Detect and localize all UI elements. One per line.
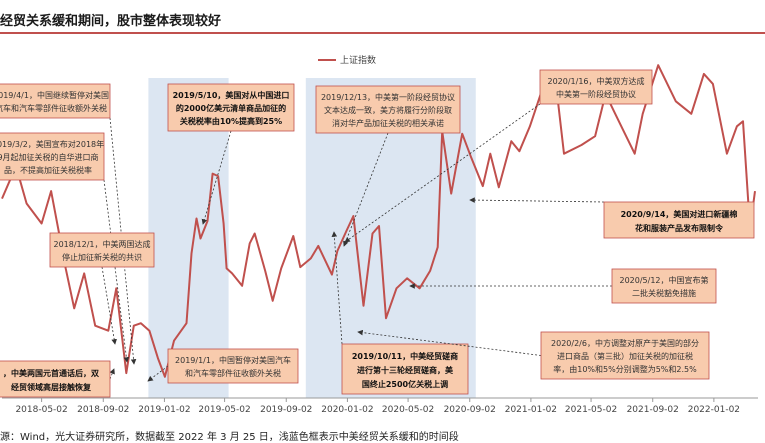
- annotation-text: 进行第十三轮经贸磋商，美: [357, 365, 454, 375]
- annotation-a7: 2019/12/13，中美第一阶段经贸协议文本达成一致，美方将履行分阶段取消对华…: [315, 85, 461, 247]
- x-tick-label: 2019-09-02: [260, 405, 312, 415]
- annotation-text: 二批关税豁免措施: [632, 288, 696, 298]
- x-tick-label: 2021-01-02: [505, 405, 557, 415]
- annotation-box: [49, 232, 155, 268]
- title-rule: [0, 32, 765, 34]
- annotation-box: [540, 331, 710, 380]
- annotation-text: 2018/12/1，中美两国达成: [53, 239, 150, 249]
- annotation-box: [0, 132, 105, 181]
- chart: 2018-05-02 2018-09-02 2019-01-02 2019-05-02…: [0, 54, 758, 415]
- x-tick-label: 2018-09-02: [77, 405, 129, 415]
- annotation-text: 经贸领域高层接触恢复: [11, 382, 92, 392]
- annotation-text: ，中美两国元首通话后，双: [3, 368, 99, 378]
- annotation-arrow: [109, 368, 115, 380]
- annotation-text: 2020/1/16，中美双方达成: [547, 76, 644, 86]
- annotation-text: 2019/3/2，美国宣布对2018年: [0, 139, 104, 149]
- annotation-arrow: [147, 365, 169, 382]
- annotation-a8: 2019/10/11，中美经贸磋商进行第十三轮经贸磋商，美国终止2500亿关税上…: [331, 231, 469, 395]
- annotation-text: 进口商品（第三批）加征关税的加征税: [557, 351, 693, 361]
- annotation-a2: 2019/3/2，美国宣布对2018年 9月起加征关税的自华进口商品，不提高加征关…: [0, 132, 130, 363]
- annotation-text: 的2000亿美元清单商品加征的: [176, 103, 286, 113]
- annotation-text: 2019/12/13，中美第一阶段经贸协议: [321, 92, 455, 102]
- annotation-text: 2019/4/1，中国继续暂停对美国: [0, 90, 109, 100]
- annotation-arrow: [103, 179, 130, 363]
- annotation-text: 2019/10/11，中美经贸磋商: [352, 351, 458, 361]
- annotation-box: [0, 360, 111, 398]
- annotation-text: 9月起加征关税的自华进口商: [0, 152, 99, 162]
- annotation-arrow: [101, 266, 117, 345]
- x-tick-label: 2019-05-02: [198, 405, 250, 415]
- annotation-text: 率，由10%和5%分别调整为5%和2.5%: [553, 364, 697, 374]
- annotation-box: [167, 348, 299, 384]
- annotation-text: 停止加征新关税的共识: [62, 252, 142, 262]
- annotation-arrow: [331, 231, 343, 345]
- annotation-box: [603, 201, 755, 239]
- chart-title: 经贸关系缓和期间，股市整体表现较好: [0, 14, 222, 29]
- annotation-text: 2020/9/14，美国对进口新疆棉: [621, 209, 738, 219]
- annotation-box: [611, 268, 717, 304]
- annotation-text: 花和服装产品发布限制令: [635, 223, 724, 233]
- annotation-arrow: [109, 117, 137, 365]
- annotation-text: 品，不提高加征关税税率: [4, 165, 92, 175]
- legend: 上证指数: [318, 54, 376, 66]
- source-note: 源：Wind，光大证券研究所，数据截至 2022 年 3 月 25 日，浅蓝色框…: [0, 432, 459, 443]
- annotation-box: [315, 85, 461, 134]
- annotations: 2019/4/1，中国继续暂停对美国汽车和汽车零部件征收额外关税2019/3/2…: [0, 69, 755, 398]
- annotation-a12: 2020/2/6，中方调整对原产于美国的部分进口商品（第三批）加征关税的加征税率…: [357, 329, 710, 380]
- x-tick-label: 2021-05-02: [565, 405, 617, 415]
- x-tick-label: 2020-09-02: [444, 405, 496, 415]
- x-tick-label: 2020-01-02: [321, 405, 373, 415]
- x-tick-label: 2021-09-02: [627, 405, 679, 415]
- x-tick-label: 2018-05-02: [15, 405, 67, 415]
- annotation-box: [167, 83, 295, 132]
- x-tick-label: 2019-01-02: [138, 405, 190, 415]
- annotation-arrow: [201, 130, 232, 225]
- annotation-text: 文本达成一致，美方将履行分阶段取: [324, 105, 452, 115]
- annotation-text: 汽车和汽车零部件征收额外关税: [0, 103, 107, 113]
- annotation-text: 中美第一阶段经贸协议: [556, 89, 636, 99]
- x-axis: 2018-05-02 2018-09-02 2019-01-02 2019-05-02…: [2, 397, 758, 415]
- annotation-text: 2019/1/1，中国暂停对美国汽车: [175, 355, 291, 365]
- annotation-box: [539, 69, 653, 105]
- annotation-text: 2020/5/12，中国宣布第: [619, 275, 708, 285]
- annotation-arrow: [343, 132, 389, 247]
- x-tick-label: 2020-05-02: [382, 405, 434, 415]
- annotation-text: 国终止2500亿关税上调: [362, 379, 448, 389]
- annotation-text: 2019/5/10，美国对从中国进口: [173, 90, 290, 100]
- annotation-a5: 2019/5/10，美国对从中国进口的2000亿美元清单商品加征的关税税率由10…: [167, 83, 295, 225]
- annotation-box: [341, 343, 469, 395]
- annotation-arrow: [357, 329, 542, 356]
- annotation-box: [0, 83, 111, 119]
- annotation-text: 2020/2/6，中方调整对原产于美国的部分: [551, 338, 699, 348]
- x-tick-label: 2022-01-02: [688, 405, 740, 415]
- legend-label: 上证指数: [340, 54, 376, 66]
- annotation-text: 消对华产品加征关税的相关承诺: [332, 118, 444, 128]
- annotation-text: 和汽车零部件征收额外关税: [185, 368, 281, 378]
- annotation-arrow: [469, 197, 605, 203]
- annotation-text: 关税税率由10%提高到25%: [180, 116, 282, 126]
